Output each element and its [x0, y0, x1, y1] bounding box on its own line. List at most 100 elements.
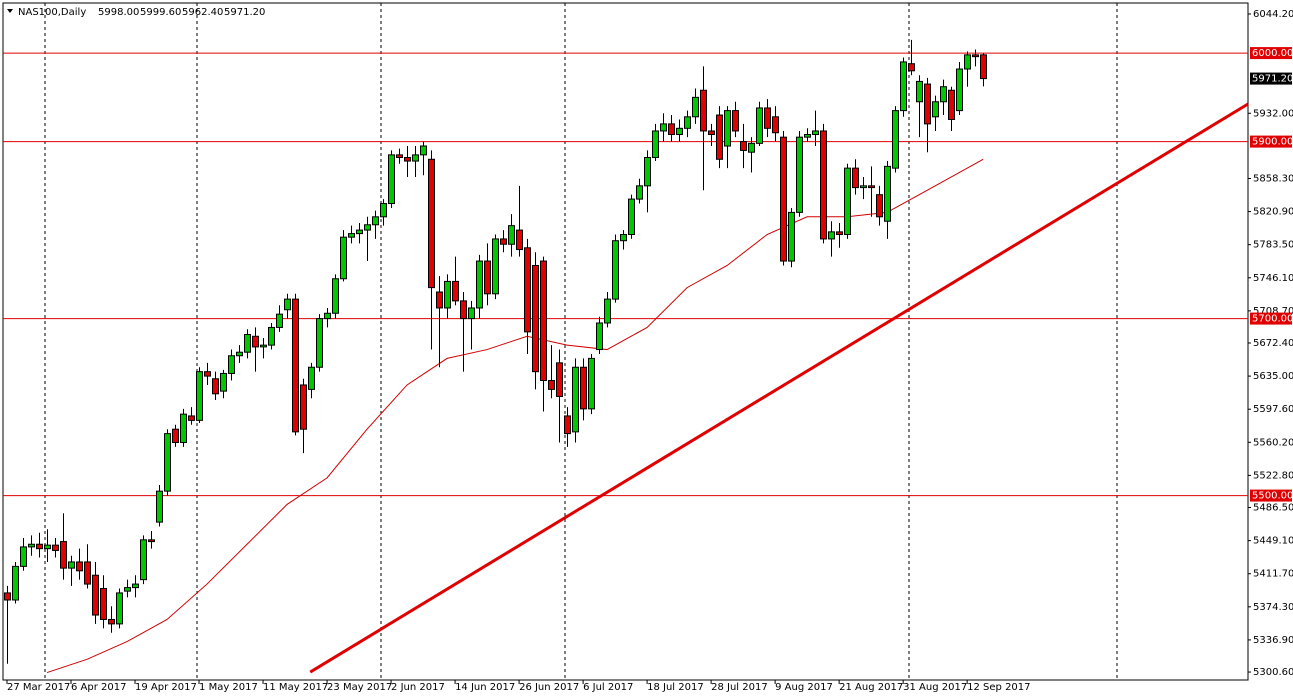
candle-body [132, 583, 139, 589]
candle-body [252, 335, 259, 348]
candle-body [748, 142, 755, 153]
candle-body [92, 574, 99, 616]
x-tick-label: 31 Aug 2017 [903, 682, 967, 693]
y-tick-label: 5522.80 [1253, 470, 1293, 481]
candle-body [612, 240, 619, 300]
candle-body [548, 380, 555, 390]
candle-body [532, 264, 539, 373]
candle-body [244, 334, 251, 353]
level-label: 5500.00 [1252, 491, 1293, 502]
title-ohlc: 5998.00 [98, 7, 139, 18]
candle-body [628, 198, 635, 236]
candle-body [724, 110, 731, 147]
candle-body [228, 355, 235, 374]
candle-body [620, 234, 627, 242]
level-label: 5900.00 [1252, 137, 1293, 148]
plot-border [2, 2, 1249, 681]
candle-body [796, 136, 803, 213]
y-tick-label: 5746.10 [1253, 273, 1293, 284]
x-tick-label: 26 Jun 2017 [519, 682, 579, 693]
candle-body [284, 298, 291, 311]
x-tick-label: 21 Aug 2017 [839, 682, 903, 693]
trend-line [309, 102, 1249, 674]
level-label: 6000.00 [1252, 48, 1293, 59]
candle-body [212, 378, 219, 395]
candle-body [900, 61, 907, 112]
y-tick-label: 5635.00 [1253, 371, 1293, 382]
candle-body [652, 130, 659, 159]
candle-body [852, 167, 859, 189]
x-tick-label: 18 Jul 2017 [647, 682, 704, 693]
candle-body [476, 260, 483, 309]
candle-body [700, 89, 707, 132]
x-tick-label: 2 Jun 2017 [391, 682, 445, 693]
candle-body [956, 68, 963, 112]
x-tick-label: 6 Jul 2017 [583, 682, 633, 693]
candle-body [308, 366, 315, 390]
x-tick-label: 6 Apr 2017 [71, 682, 126, 693]
candle-body [428, 158, 435, 289]
x-tick-label: 27 Mar 2017 [7, 682, 70, 693]
candle-body [844, 167, 851, 236]
candle-body [460, 300, 467, 320]
y-tick-label: 5932.00 [1253, 108, 1293, 119]
candle-body [372, 216, 379, 226]
candle-body [116, 592, 123, 625]
candle-body [300, 384, 307, 430]
level-label-box [1250, 489, 1292, 502]
candle-body [292, 298, 299, 433]
candle-body [948, 89, 955, 120]
candle-body [772, 116, 779, 134]
candle-body [348, 233, 355, 238]
candle-body [172, 428, 179, 443]
candle-body [484, 260, 491, 295]
candle-body [676, 127, 683, 136]
candle-body [820, 130, 827, 240]
x-tick-label: 12 Sep 2017 [967, 682, 1030, 693]
candle-body [28, 543, 35, 548]
candle-body [380, 203, 387, 218]
candle-body [412, 154, 419, 162]
candle-body [4, 592, 11, 601]
candle-body [420, 145, 427, 156]
y-tick-label: 5449.10 [1253, 536, 1293, 547]
menu-triangle [7, 9, 13, 13]
candle-body [860, 185, 867, 189]
candle-body [388, 154, 395, 205]
candle-body [108, 618, 115, 625]
candle-body [556, 362, 563, 397]
candle-body [188, 415, 195, 421]
candle-body [804, 134, 811, 138]
candle-body [708, 130, 715, 136]
candle-body [52, 544, 59, 551]
y-tick-label: 5820.90 [1253, 207, 1293, 218]
candle-body [84, 561, 91, 585]
title-ohlc: 5999.60 [140, 7, 181, 18]
candle-body [668, 123, 675, 136]
candle-body [12, 565, 19, 601]
candle-body [596, 322, 603, 351]
chart-title: NAS100,Daily [18, 7, 86, 18]
level-label-box [1250, 135, 1292, 148]
candle-body [100, 587, 107, 620]
level-label: 5700.00 [1252, 314, 1293, 325]
candle-body [884, 165, 891, 222]
candle-body [876, 194, 883, 218]
candle-body [924, 83, 931, 125]
candle-body [892, 110, 899, 169]
y-tick-label: 5858.30 [1253, 173, 1293, 184]
candle-body [452, 280, 459, 302]
candle-body [564, 415, 571, 435]
candle-body [260, 344, 267, 348]
candle-body [940, 86, 947, 103]
candle-body [316, 318, 323, 368]
level-label-box [1250, 312, 1292, 325]
candle-body [732, 110, 739, 132]
candle-body [324, 312, 331, 320]
candle-body [148, 539, 155, 543]
candle-body [204, 371, 211, 377]
candle-body [644, 157, 651, 187]
x-tick-label: 9 Aug 2017 [775, 682, 833, 693]
candle-body [764, 107, 771, 129]
